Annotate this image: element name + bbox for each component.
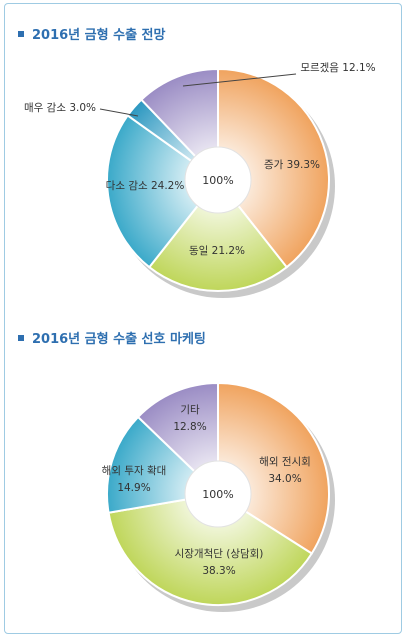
- pie-chart-2: 100% 해외 전시회 34.0% 시장개척단 (상담회) 38.3% 해외 투자 확대 1…: [102, 381, 335, 612]
- pie-slice: [136, 381, 219, 497]
- slice-label: 매우 감소 3.0%: [24, 102, 96, 114]
- pie-slice: [217, 67, 330, 269]
- slice-label: 기타: [180, 404, 200, 416]
- pie-slice: [147, 178, 289, 292]
- slice-label: 해외 투자 확대: [102, 464, 167, 477]
- chart1-title: 2016년 금형 수출 전망: [32, 28, 166, 43]
- pie-center-label: 100%: [202, 488, 233, 501]
- pie-slice: [139, 67, 219, 183]
- pie-chart-1: 100% 증가 39.3% 동일 21.2% 다소 감소 24.2% 매우 감소 3.0…: [24, 62, 376, 298]
- pie-slice: [107, 492, 314, 607]
- pie-center-label: 100%: [202, 174, 233, 187]
- slice-label: 동일 21.2%: [189, 244, 245, 257]
- leader-line: [99, 108, 139, 117]
- pie-slice: [106, 114, 220, 269]
- slice-value-label: 38.3%: [202, 565, 235, 577]
- chart1-title-row: 2016년 금형 수출 전망: [18, 24, 165, 43]
- bullet-icon: [18, 334, 24, 341]
- slice-value-label: 34.0%: [268, 473, 301, 485]
- slice-label: 시장개척단 (상담회): [175, 548, 264, 560]
- bullet-icon: [18, 30, 24, 37]
- slice-value-label: 12.8%: [173, 421, 206, 433]
- slice-label: 증가 39.3%: [264, 159, 320, 171]
- slice-label: 다소 감소 24.2%: [106, 180, 185, 192]
- chart2-title-row: 2016년 금형 수출 선호 마케팅: [18, 328, 206, 347]
- pie-center-hole: [184, 146, 252, 214]
- pie-center-hole: [184, 460, 252, 528]
- chart2-title: 2016년 금형 수출 선호 마케팅: [32, 332, 206, 347]
- slice-value-label: 14.9%: [117, 482, 150, 494]
- slice-label: 해외 전시회: [259, 455, 311, 468]
- slice-label: 모르겠음 12.1%: [300, 62, 375, 74]
- leader-line: [182, 73, 297, 87]
